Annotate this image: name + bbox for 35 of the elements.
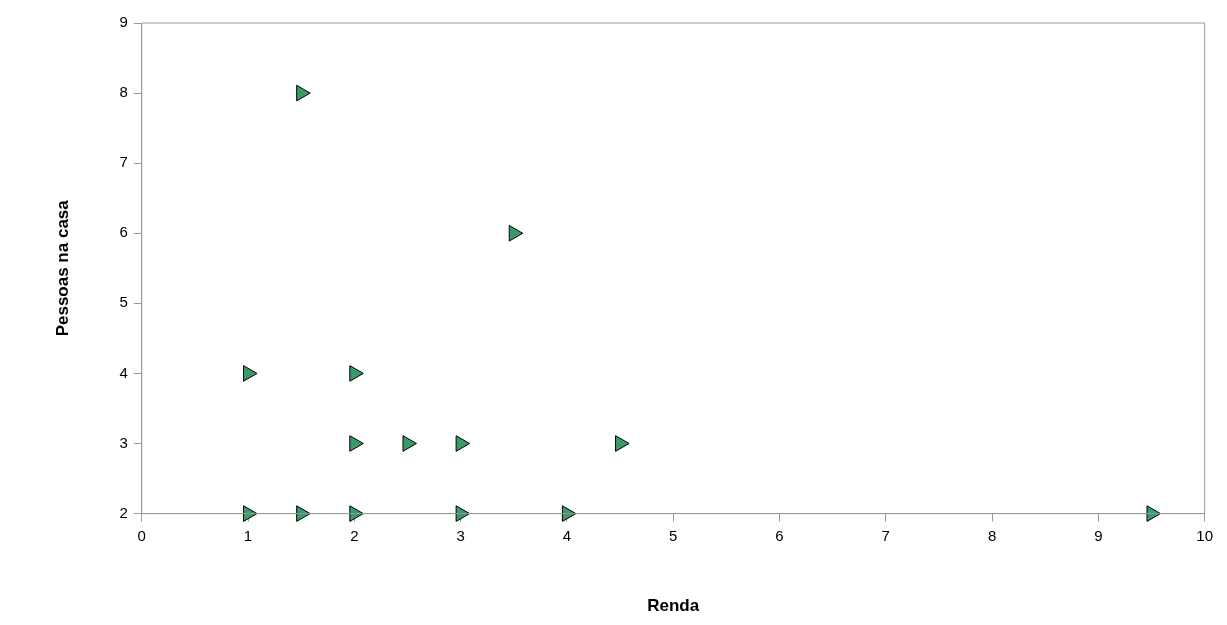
x-tick-label: 2 (350, 526, 359, 544)
point (615, 435, 630, 452)
point (349, 505, 364, 522)
x-axis-title: Renda (647, 596, 700, 616)
point (349, 365, 364, 382)
x-tick-label: 7 (881, 526, 890, 544)
x-tick-label: 5 (669, 526, 678, 544)
x-tick-label: 8 (987, 526, 997, 544)
y-tick-label: 5 (119, 293, 128, 311)
point (349, 435, 364, 452)
x-tick-label: 4 (562, 526, 572, 544)
x-tick-label: 6 (775, 526, 784, 544)
y-tick-label: 7 (119, 153, 128, 171)
y-tick-label: 2 (119, 503, 128, 521)
point (1146, 505, 1162, 522)
point (402, 435, 417, 452)
point (561, 505, 577, 522)
point (455, 435, 471, 452)
x-tick-label: 10 (1196, 526, 1213, 544)
point (243, 505, 258, 522)
x-tick-label: 9 (1094, 526, 1103, 544)
y-tick-label: 9 (119, 13, 128, 31)
point (243, 365, 258, 382)
x-tick-label: 0 (137, 526, 146, 544)
point (455, 505, 471, 522)
y-tick-label: 8 (119, 83, 128, 101)
y-axis-title: Pessoas na casa (52, 199, 72, 337)
x-tick-label: 1 (243, 526, 253, 544)
y-tick-label: 3 (119, 433, 128, 451)
point (508, 224, 524, 242)
x-tick-label: 3 (456, 526, 465, 544)
point (296, 84, 311, 102)
y-tick-label: 6 (119, 223, 128, 241)
point (296, 505, 311, 522)
y-tick-label: 4 (119, 363, 128, 381)
